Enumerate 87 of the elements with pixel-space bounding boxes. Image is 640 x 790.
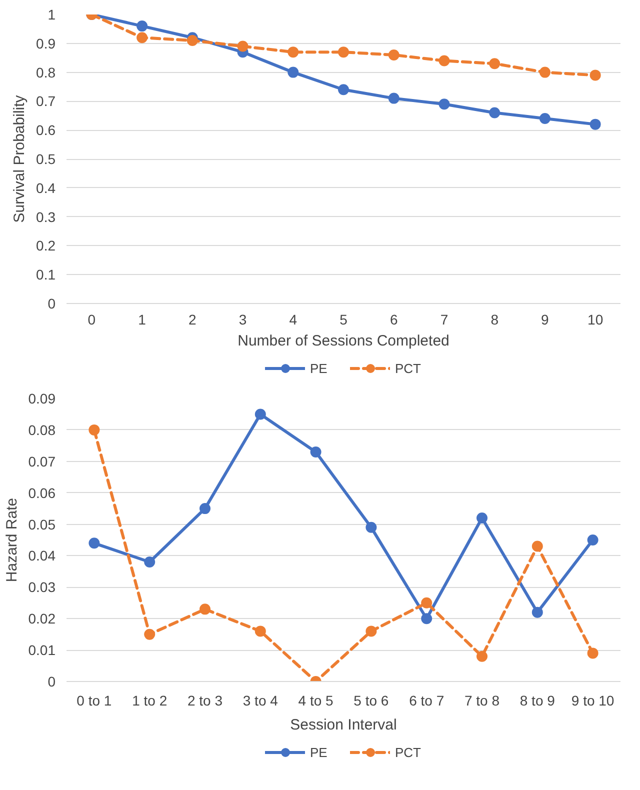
x-tick-label: 2 (188, 312, 197, 328)
point (438, 55, 450, 66)
y-tick-label: 0.7 (36, 93, 56, 110)
point (421, 597, 432, 608)
legend-label: PE (310, 744, 328, 760)
y-tick-label: 0 (48, 674, 56, 690)
point (200, 604, 210, 615)
point (338, 46, 349, 58)
y-tick-label: 0.6 (36, 122, 56, 138)
point (476, 512, 488, 524)
y-tick-label: 0.07 (28, 453, 56, 470)
x-tick-label: 1 to 2 (132, 692, 168, 708)
point (310, 446, 322, 458)
x-tick-label: 8 to 9 (520, 692, 556, 708)
x-tick-label: 6 to 7 (409, 692, 444, 708)
x-tick-label: 2 to 3 (187, 692, 223, 708)
y-tick-label: 0.01 (28, 642, 56, 658)
x-tick-label: 3 to 4 (242, 692, 278, 708)
point (539, 113, 550, 124)
x-tick-label: 6 (390, 312, 398, 328)
point (254, 626, 266, 637)
point (288, 66, 299, 78)
point (388, 49, 400, 60)
point (388, 92, 400, 104)
legend-label: PE (310, 360, 328, 376)
point (587, 534, 598, 546)
point (136, 20, 148, 32)
x-tick-label: 5 to 6 (354, 692, 389, 708)
y-tick-label: 0.5 (36, 151, 56, 167)
point (366, 522, 377, 533)
point (489, 58, 500, 70)
point (144, 556, 156, 568)
point (539, 66, 550, 78)
y-tick-label: 0.3 (36, 208, 56, 225)
y-tick-label: 1 (48, 6, 56, 22)
point (200, 503, 210, 514)
x-tick-label: 3 (238, 312, 247, 328)
point (254, 408, 266, 420)
y-tick-label: 0.05 (28, 516, 56, 532)
y-tick-label: 0.9 (36, 35, 56, 52)
point (186, 35, 198, 46)
point (136, 32, 148, 44)
point (489, 107, 500, 118)
x-tick-label: 9 (541, 312, 550, 328)
point (144, 628, 156, 640)
point (237, 40, 248, 52)
point (532, 606, 543, 618)
y-tick-label: 0 (48, 296, 56, 312)
point (288, 46, 299, 58)
point (476, 650, 488, 662)
y-tick-label: 0.06 (28, 484, 56, 501)
x-tick-label: 1 (138, 312, 146, 328)
x-tick-label: 8 (490, 312, 499, 328)
point (421, 613, 432, 624)
point (532, 540, 543, 552)
y-tick-label: 0.02 (28, 610, 56, 627)
x-tick-label: 4 to 5 (298, 692, 334, 708)
point (338, 84, 349, 96)
x-tick-label: 7 (440, 312, 448, 328)
y-axis-title: Hazard Rate (3, 498, 20, 582)
point (366, 626, 377, 637)
y-tick-label: 0.04 (28, 548, 56, 564)
x-tick-label: 10 (588, 312, 604, 328)
y-tick-label: 0.09 (28, 390, 56, 406)
point (88, 424, 100, 436)
point (590, 70, 601, 81)
y-tick-label: 0.03 (28, 579, 56, 596)
y-tick-label: 0.1 (36, 266, 56, 283)
point (590, 118, 601, 130)
x-tick-label: 7 to 8 (464, 692, 500, 708)
y-axis-title: Survival Probability (11, 94, 28, 223)
y-tick-label: 0.8 (36, 64, 56, 80)
x-tick-label: 9 to 10 (571, 692, 614, 708)
x-tick-label: 0 (88, 312, 96, 328)
x-tick-label: 5 (340, 312, 348, 328)
point (438, 98, 450, 110)
y-tick-label: 0.08 (28, 422, 56, 438)
x-axis-title: Number of Sessions Completed (238, 332, 450, 350)
point (587, 648, 598, 659)
point (88, 538, 100, 549)
x-axis-title: Session Interval (290, 716, 397, 734)
legend-label: PCT (395, 360, 421, 376)
y-tick-label: 0.4 (36, 180, 56, 196)
x-tick-label: 0 to 1 (76, 692, 112, 708)
y-tick-label: 0.2 (36, 238, 56, 254)
x-tick-label: 4 (289, 312, 298, 328)
legend-label: PCT (395, 744, 421, 760)
